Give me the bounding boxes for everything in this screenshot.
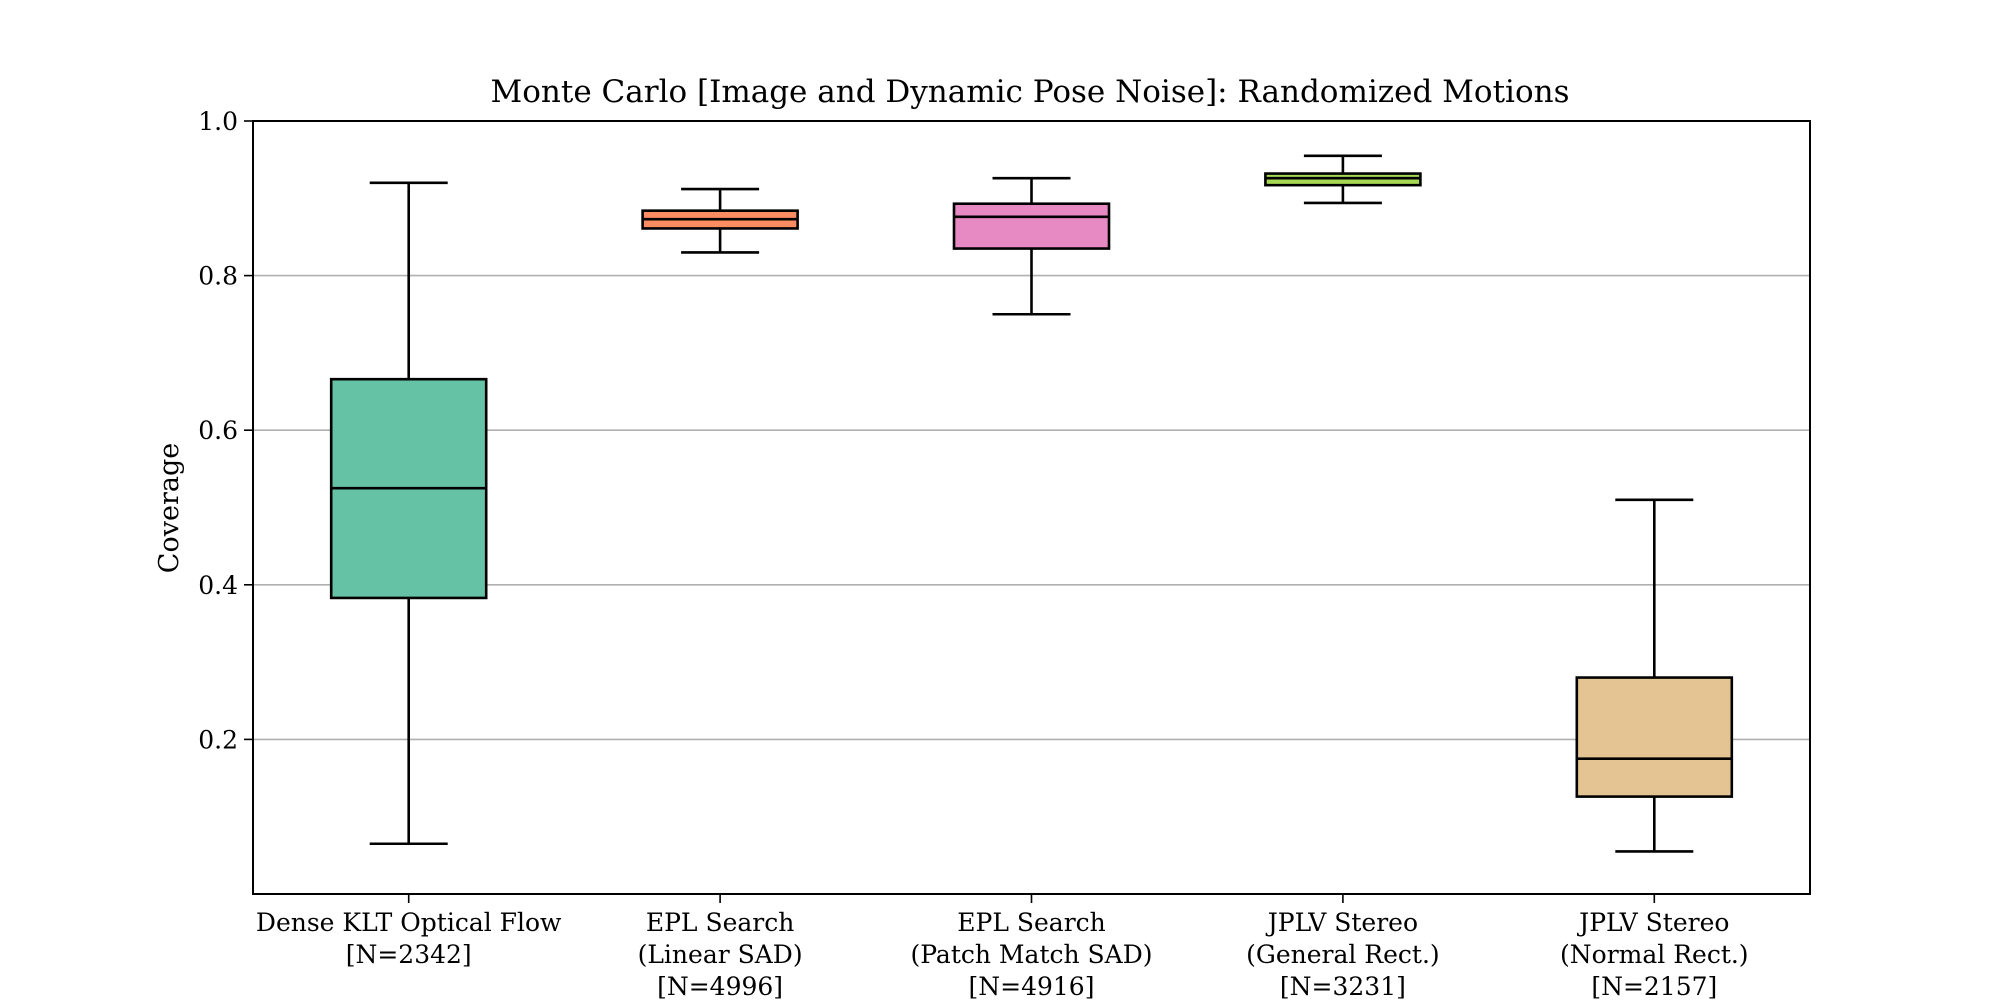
x-tick-label: JPLV Stereo (Normal Rect.) [N=2157] (1560, 908, 1749, 1000)
y-axis: 0.2 0.4 0.6 0.8 1.0 (198, 107, 253, 754)
box-iqr (1575, 676, 1734, 798)
box-3 (952, 176, 1111, 316)
x-tick-label: JPLV Stereo (General Rect.) [N=3231] (1246, 908, 1440, 1000)
chart-title: Monte Carlo [Image and Dynamic Pose Nois… (491, 74, 1570, 110)
y-tick-label: 0.8 (198, 262, 238, 291)
box-series (329, 154, 1734, 853)
y-tick-label: 0.6 (198, 416, 238, 445)
x-axis: Dense KLT Optical Flow [N=2342] EPL Search… (256, 894, 1749, 1000)
y-tick-label: 0.4 (198, 571, 238, 600)
y-tick-label: 0.2 (198, 725, 238, 754)
y-tick-label: 1.0 (198, 107, 238, 136)
box-iqr (952, 202, 1111, 250)
x-tick-label: EPL Search (Patch Match SAD) [N=4916] (910, 908, 1152, 1000)
box-2 (641, 187, 799, 254)
x-tick-label: EPL Search (Linear SAD) [N=4996] (638, 908, 803, 1000)
box-4 (1264, 154, 1422, 205)
x-tick-label: Dense KLT Optical Flow [N=2342] (256, 908, 562, 969)
box-5 (1575, 498, 1734, 853)
y-axis-label: Coverage (154, 443, 185, 573)
box-1 (329, 181, 488, 846)
